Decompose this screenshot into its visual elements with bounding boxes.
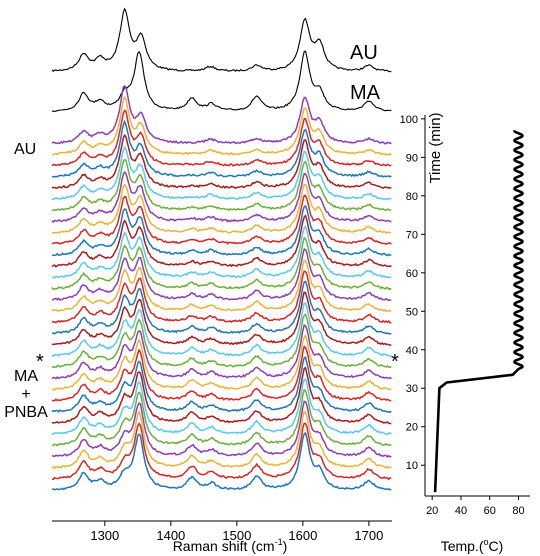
- stack-spectrum: [51, 280, 392, 335]
- raman-x-tick-label: 1500: [222, 528, 251, 543]
- stack-spectrum: [51, 158, 392, 212]
- ref-label-ma: MA: [350, 82, 381, 104]
- stack-bottom-label-line2: +: [21, 386, 30, 403]
- ref-label-au: AU: [350, 42, 378, 64]
- temp-x-axis-label: Temp.(oC): [441, 537, 504, 554]
- reference-spectrum-au: [51, 7, 392, 73]
- stack-spectrum: [51, 312, 392, 369]
- stack-spectrum: [51, 259, 392, 313]
- stack-spectrum: [52, 183, 392, 234]
- temperature-profile-line: [433, 129, 524, 493]
- temp-x-ticks: 20 40 60 80: [426, 496, 525, 517]
- temp-x-tick-label: 80: [512, 505, 524, 517]
- temp-y-tick-label: 90: [406, 152, 418, 164]
- stack-bottom-label-line1: MA: [14, 368, 38, 385]
- stack-spectrum: [51, 366, 392, 425]
- stack-spectrum: [51, 302, 392, 358]
- stack-spectrum: [51, 400, 392, 458]
- raman-x-tick-label: 1700: [354, 528, 383, 543]
- stack-spectrum: [51, 133, 392, 190]
- stack-spectrum: [51, 119, 392, 178]
- temp-y-axis-label: Time (min): [427, 112, 444, 183]
- stack-spectrum: [51, 409, 392, 470]
- stack-spectrum: [51, 194, 392, 246]
- stack-spectrum: [51, 334, 392, 391]
- temp-y-tick-label: 60: [406, 268, 418, 280]
- temp-y-tick-label: 70: [406, 229, 418, 241]
- stack-spectrum: [51, 204, 392, 257]
- raman-x-axis-label: Raman shift (cm-1): [173, 537, 288, 554]
- temp-x-tick-label: 60: [484, 505, 496, 517]
- stack-spectrum: [51, 356, 392, 414]
- temp-y-tick-label: 30: [406, 383, 418, 395]
- raman-spectra: [51, 7, 392, 491]
- stack-top-label: AU: [14, 141, 36, 158]
- reference-spectrum-ma: [51, 50, 392, 112]
- temp-y-tick-label: 20: [406, 422, 418, 434]
- raman-x-tick-label: 1600: [288, 528, 317, 543]
- temp-y-tick-label: 50: [406, 306, 418, 318]
- stack-spectrum: [51, 109, 392, 167]
- temp-y-tick-label: 80: [406, 191, 418, 203]
- stack-spectrum: [51, 388, 392, 447]
- stack-spectrum: [51, 145, 392, 201]
- stack-spectrum: [51, 270, 392, 324]
- raman-x-tick-label: 1300: [90, 528, 119, 543]
- temp-x-axis-label-sup: o: [484, 537, 489, 547]
- stack-spectrum: [51, 171, 392, 224]
- stack-spectrum: [51, 225, 392, 279]
- temp-y-ticks: 10 20 30 40 50 60 70 80 90 100: [400, 114, 425, 472]
- stack-spectrum: [51, 236, 392, 291]
- stack-bottom-label-line3: PNBA: [4, 404, 48, 421]
- temp-y-tick-label: 40: [406, 345, 418, 357]
- raman-panel: 1300 1400 1500 1600 1700 Raman shift (cm-1) …: [4, 7, 399, 554]
- stack-spectrum: [51, 431, 392, 491]
- raman-x-ticks: 1300 1400 1500 1600 1700: [90, 521, 383, 543]
- marker-left: *: [36, 351, 44, 373]
- marker-right: *: [391, 351, 399, 373]
- temperature-panel: 10 20 30 40 50 60 70 80 90 100 20 40 60 80 Time (min…: [400, 112, 530, 554]
- stack-spectrum: [51, 214, 392, 268]
- raman-x-tick-label: 1400: [156, 528, 185, 543]
- stack-spectrum: [51, 248, 392, 302]
- stack-spectrum: [51, 345, 392, 402]
- stack-spectrum: [51, 324, 392, 380]
- stack-spectrum: [52, 422, 392, 481]
- stack-spectrum: [51, 84, 392, 145]
- temp-x-tick-label: 20: [426, 505, 438, 517]
- stack-spectrum: [51, 291, 392, 347]
- stack-spectrum: [51, 378, 392, 436]
- stack-spectrum: [51, 95, 392, 156]
- temp-y-tick-label: 10: [406, 460, 418, 472]
- temp-y-tick-label: 100: [400, 114, 418, 126]
- raman-x-axis-label-sup: -1: [275, 537, 283, 547]
- temp-x-tick-label: 40: [455, 505, 467, 517]
